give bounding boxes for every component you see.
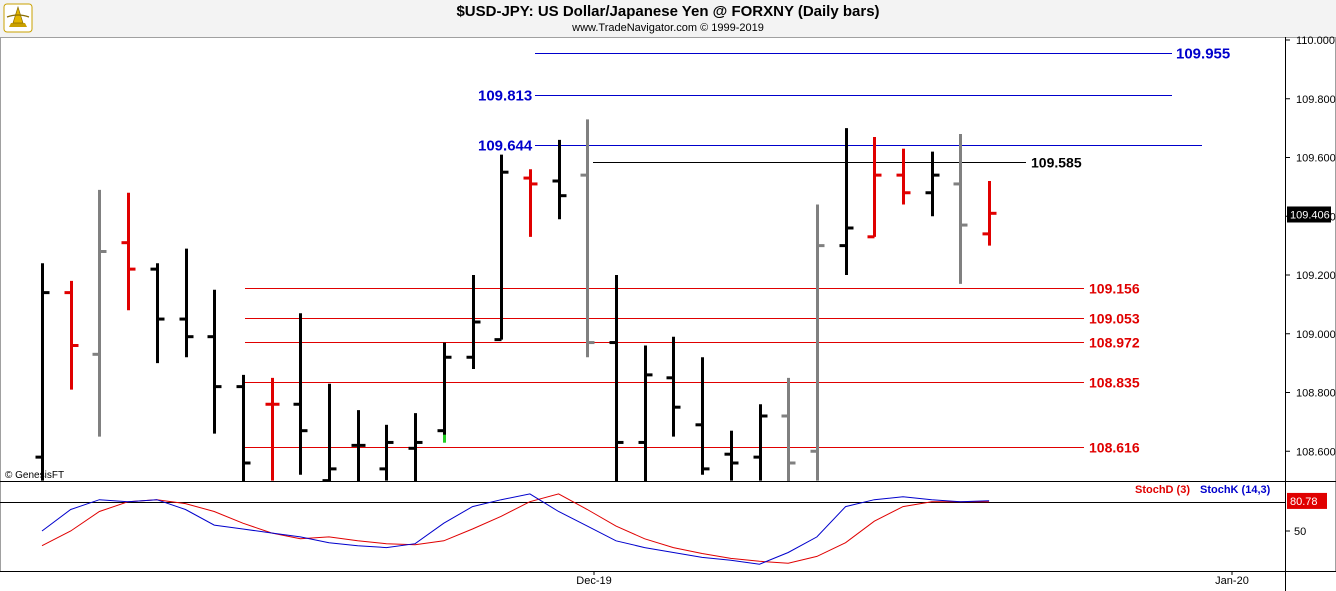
ohlc-bar: [150, 263, 165, 364]
ohlc-bar: [580, 119, 595, 358]
y-tick-label: 108.600: [1296, 446, 1336, 458]
ohlc-bar: [35, 263, 50, 481]
ohlc-bar: [466, 275, 481, 369]
ohlc-bar: [953, 134, 968, 284]
y-tick-label: 110.000: [1296, 35, 1335, 47]
genesis-logo-icon: [3, 3, 33, 33]
level-label: 109.585: [1031, 155, 1082, 171]
level-label: 109.644: [478, 138, 533, 155]
level-label: 109.156: [1089, 281, 1140, 297]
title-bar: $USD-JPY: US Dollar/Japanese Yen @ FORXN…: [0, 0, 1336, 37]
y-tick-label: 109.200: [1296, 270, 1336, 282]
ohlc-bar: [523, 169, 538, 237]
y-tick-label: 108.800: [1296, 388, 1336, 400]
ohlc-bars: [35, 119, 997, 481]
ohlc-bar: [666, 336, 681, 437]
x-tick-label: Dec-19: [576, 575, 611, 587]
ohlc-bar: [379, 424, 394, 481]
stoch-value-tag: [1287, 492, 1327, 509]
ohlc-bar: [839, 128, 854, 275]
ohlc-bar: [781, 377, 796, 481]
watermark-text: © GenesisFT: [5, 470, 64, 481]
y-tick-label: 109.000: [1296, 329, 1336, 341]
level-label: 109.955: [1176, 46, 1230, 63]
ohlc-bar: [293, 313, 308, 475]
level-label: 109.813: [478, 88, 532, 105]
ohlc-bar: [638, 345, 653, 481]
ohlc-bar: [724, 430, 739, 481]
ohlc-bar: [552, 139, 567, 220]
ohlc-bar: [92, 189, 107, 437]
ohlc-bar: [867, 136, 882, 239]
ohlc-bar: [207, 289, 222, 434]
level-label: 108.972: [1089, 335, 1140, 351]
stoch-d-legend: StochD (3): [1135, 484, 1190, 496]
ohlc-bar: [982, 181, 997, 246]
ohlc-bar: [609, 275, 624, 481]
y-tick-label: 109.600: [1296, 153, 1336, 165]
stoch-d-line: [41, 493, 990, 564]
ohlc-bar: [236, 374, 251, 481]
ohlc-bar: [810, 204, 825, 481]
ohlc-bar: [322, 383, 337, 481]
last-price-label: 109.406: [1290, 209, 1330, 221]
stoch-k-line: [41, 493, 990, 565]
ohlc-bar: [896, 148, 911, 205]
ohlc-bar: [265, 377, 280, 481]
ohlc-bar: [121, 192, 136, 311]
level-label: 109.053: [1089, 311, 1140, 327]
ohlc-bar: [437, 342, 452, 443]
ohlc-bar: [179, 248, 194, 358]
ohlc-bar: [925, 151, 940, 217]
ohlc-bar: [695, 357, 710, 475]
chart-subtitle: www.TradeNavigator.com © 1999-2019: [572, 22, 764, 34]
stoch-value-label: 80.78: [1290, 496, 1318, 508]
x-tick-label: Jan-20: [1215, 575, 1249, 587]
level-label: 108.616: [1089, 440, 1140, 456]
ohlc-bar: [494, 154, 509, 342]
stoch-y-tick-label: 50: [1294, 526, 1306, 538]
ohlc-bar: [753, 404, 768, 481]
stoch-k-legend: StochK (14,3): [1200, 484, 1271, 496]
ohlc-bar: [64, 280, 79, 390]
level-label: 108.835: [1089, 375, 1140, 391]
ohlc-bar: [351, 410, 366, 481]
last-price-tag: [1287, 206, 1331, 223]
y-tick-label: 109.800: [1296, 94, 1336, 106]
ohlc-bar: [408, 413, 423, 481]
chart-title: $USD-JPY: US Dollar/Japanese Yen @ FORXN…: [456, 3, 880, 20]
